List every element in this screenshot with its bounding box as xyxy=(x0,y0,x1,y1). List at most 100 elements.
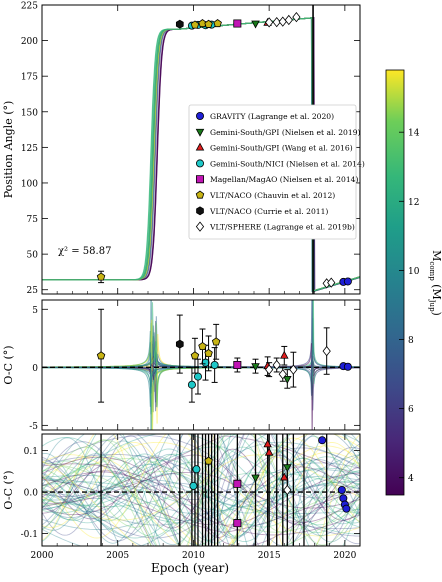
residual-curve xyxy=(42,434,360,546)
residual-curve xyxy=(42,453,360,537)
residual-curve xyxy=(42,443,360,533)
residual-curve xyxy=(42,463,360,536)
plot-area xyxy=(42,300,360,430)
data-point xyxy=(283,484,292,496)
legend-marker xyxy=(195,221,205,232)
residual-curve xyxy=(42,482,360,503)
colorbar-scale xyxy=(385,69,405,496)
residual-curve xyxy=(42,434,360,546)
legend-marker xyxy=(196,175,204,184)
y-axis-label: O-C (°) xyxy=(2,345,15,384)
residual-curve xyxy=(42,445,360,546)
colorbar-tick-label: 4 xyxy=(408,474,414,484)
residual-curve xyxy=(42,449,360,542)
residual-curve xyxy=(42,475,360,515)
data-point xyxy=(278,16,287,27)
legend-marker xyxy=(196,206,204,216)
residual-curve xyxy=(42,450,360,544)
residual-curve xyxy=(42,469,360,522)
data-point xyxy=(96,272,106,281)
residual-curve xyxy=(223,300,360,411)
residual-curve xyxy=(42,478,360,533)
data-point xyxy=(272,359,281,371)
residual-curve xyxy=(42,434,360,546)
residual-curve xyxy=(42,434,360,546)
data-point xyxy=(201,358,210,367)
data-point xyxy=(343,362,352,371)
residual-curve xyxy=(42,471,360,508)
residual-curve xyxy=(42,434,360,546)
data-point xyxy=(280,350,289,359)
residual-curve xyxy=(42,441,360,537)
residual-curve xyxy=(223,300,360,396)
legend-marker xyxy=(195,112,204,121)
residual-curve xyxy=(42,434,360,546)
legend-label: Gemini-South/GPI (Wang et al. 2016) xyxy=(210,144,353,153)
residual-curve xyxy=(223,300,360,401)
colorbar-tick-label: 12 xyxy=(408,198,419,208)
data-point xyxy=(327,277,336,288)
position-angle-panel: 25 50 75 100 125 150 175 200 225 Position Angle (… xyxy=(2,2,361,296)
residual-curve xyxy=(42,454,360,546)
residual-curve xyxy=(42,434,360,546)
data-point xyxy=(193,372,202,381)
y-tick-label: 125 xyxy=(21,144,38,154)
legend-label: Gemini-South/GPI (Nielsen et al. 2019) xyxy=(210,128,361,137)
data-point xyxy=(280,472,289,481)
legend-label: Gemini-South/NICI (Nielsen et al. 2014) xyxy=(210,159,365,168)
data-point xyxy=(251,363,260,372)
data-point xyxy=(251,20,260,29)
data-point xyxy=(343,277,352,286)
residual-curve xyxy=(223,318,360,394)
residual-curve xyxy=(42,434,360,546)
residual-curve xyxy=(42,480,360,511)
residual-curve xyxy=(42,454,360,523)
residual-curve xyxy=(42,454,360,538)
residual-curve xyxy=(42,448,360,529)
residual-curve xyxy=(42,434,360,546)
residual-curve xyxy=(42,434,360,539)
residual-curve xyxy=(42,434,360,546)
y-tick-label: 200 xyxy=(21,37,38,47)
data-point xyxy=(265,364,274,375)
y-axis-label: Position Angle (°) xyxy=(2,101,15,199)
data-point xyxy=(187,380,196,389)
y-tick-label: 100 xyxy=(21,179,38,189)
x-tick-label: 2000 xyxy=(31,551,54,561)
legend-label: VLT/NACO (Currie et al. 2011) xyxy=(209,207,328,216)
y-tick-label: 25 xyxy=(27,286,39,296)
residual-curve xyxy=(42,471,360,526)
residual-curve xyxy=(42,447,360,539)
data-point xyxy=(204,19,213,28)
data-point xyxy=(322,345,331,357)
data-point xyxy=(318,436,327,445)
x-tick-label: 2020 xyxy=(333,551,356,561)
residual-curve xyxy=(42,435,360,537)
data-point xyxy=(204,348,213,357)
residual-curve xyxy=(42,434,360,546)
panel-frame xyxy=(41,4,361,295)
colorbar-tick-label: 10 xyxy=(408,267,420,277)
residual-curve xyxy=(42,453,360,538)
legend-frame xyxy=(188,104,357,240)
residual-curve xyxy=(42,455,360,539)
colorbar-label: Mcomp (MJup) xyxy=(428,250,442,316)
x-tick-label: 2015 xyxy=(258,551,281,561)
y-tick-label: 0.0 xyxy=(24,489,39,499)
residual-curve xyxy=(42,434,360,546)
data-point xyxy=(263,439,272,448)
data-point xyxy=(283,376,292,384)
x-tick-label: 2010 xyxy=(182,551,205,561)
residual-curve xyxy=(42,434,360,546)
y-tick-label: 0 xyxy=(32,364,38,374)
residual-curve xyxy=(42,434,360,546)
data-point xyxy=(210,360,219,369)
data-point xyxy=(233,519,242,528)
data-point xyxy=(213,19,222,28)
residual-curve xyxy=(42,471,360,509)
residual-curve xyxy=(42,434,360,546)
y-tick-label: -0.1 xyxy=(21,530,38,540)
residual-curve xyxy=(42,434,360,546)
y-tick-label: 150 xyxy=(21,108,38,118)
